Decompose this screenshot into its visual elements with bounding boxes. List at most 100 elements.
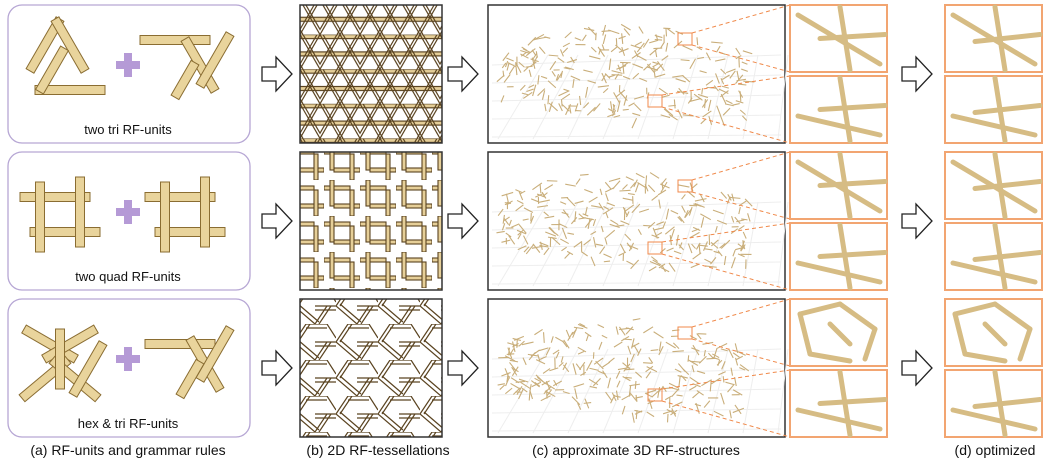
rf-stick: [715, 73, 720, 84]
rf-stick: [652, 227, 658, 239]
stick: [160, 181, 170, 253]
rf-stick: [564, 31, 572, 39]
rf-stick: [570, 56, 575, 64]
rf-stick: [513, 335, 525, 341]
rf-stick: [579, 173, 589, 176]
rf-stick: [664, 226, 675, 235]
rf-stick: [590, 230, 597, 236]
rf-stick: [592, 218, 597, 227]
rf-stick: [660, 41, 665, 49]
rf-stick: [682, 368, 690, 375]
rf-stick: [687, 355, 690, 362]
rf-stick: [499, 384, 506, 390]
rod: [837, 301, 878, 332]
rf-stick: [609, 223, 620, 229]
rf-stick: [537, 75, 540, 85]
rf-stick: [669, 235, 672, 246]
rf-stick: [696, 390, 704, 396]
rf-stick: [574, 200, 584, 204]
rf-stick: [700, 217, 705, 228]
rf-stick: [668, 113, 678, 121]
stick: [50, 16, 90, 74]
rf-stick: [506, 353, 515, 355]
rf-stick: [623, 28, 631, 36]
rf-stick: [637, 182, 647, 189]
rf-stick: [665, 341, 676, 349]
rf-stick: [697, 93, 709, 99]
rf-stick: [544, 215, 555, 219]
rf-stick: [735, 47, 741, 55]
rf-stick: [517, 229, 524, 236]
rf-stick: [627, 192, 635, 196]
rf-stick: [616, 100, 621, 112]
zoom-content: [795, 75, 888, 144]
rf-stick: [740, 244, 746, 252]
rf-stick: [741, 61, 748, 65]
rf-stick: [701, 99, 709, 108]
rf-stick: [694, 198, 707, 202]
rf-stick: [646, 66, 659, 71]
rf-stick: [728, 348, 734, 359]
rf-stick: [621, 33, 624, 44]
rf-stick: [658, 345, 664, 356]
rf-stick: [563, 339, 570, 349]
rf-stick: [585, 334, 589, 342]
rf-stick: [720, 78, 725, 85]
rf-stick: [693, 203, 702, 207]
rf-stick: [608, 177, 621, 183]
rf-stick: [622, 362, 631, 370]
rf-stick: [511, 223, 520, 228]
rf-stick: [602, 87, 609, 94]
rf-stick: [645, 175, 648, 187]
rf-stick: [613, 92, 620, 103]
rf-stick: [626, 260, 634, 266]
rf-stick: [571, 396, 581, 406]
rf-stick: [532, 84, 537, 97]
rf-stick: [502, 214, 505, 224]
rf-stick: [692, 226, 701, 232]
rf-stick: [632, 318, 641, 321]
rf-stick: [718, 371, 726, 376]
rf-stick: [528, 69, 532, 78]
rf-stick: [515, 63, 518, 76]
rf-stick: [564, 66, 574, 71]
rf-stick: [548, 102, 558, 112]
rf-stick: [609, 101, 613, 110]
zoom-line: [661, 75, 791, 96]
layout: [7, 4, 1043, 438]
rf-stick: [678, 184, 690, 188]
rf-stick: [516, 199, 524, 205]
zoom-line: [661, 253, 791, 291]
rf-stick: [535, 193, 544, 198]
rf-stick: [720, 392, 725, 405]
rf-stick: [662, 410, 673, 415]
rf-stick: [583, 102, 590, 109]
rf-stick: [716, 105, 722, 116]
rf-stick: [508, 219, 512, 227]
rf-stick: [556, 72, 563, 81]
rf-stick: [599, 246, 606, 255]
rf-stick: [577, 402, 582, 410]
rf-stick: [505, 376, 511, 387]
zoom-line: [691, 338, 791, 367]
rf-stick: [692, 383, 701, 388]
rf-stick: [589, 385, 598, 389]
rf-stick: [672, 350, 684, 353]
rf-stick: [623, 95, 628, 106]
rf-stick: [618, 326, 626, 336]
floor-grid: [497, 201, 549, 287]
rf-stick: [650, 349, 659, 352]
rf-stick: [611, 104, 616, 114]
rf-stick: [713, 85, 719, 92]
floor-grid: [707, 54, 729, 140]
rf-stick: [617, 64, 622, 72]
floor-grid: [491, 134, 782, 138]
arrow: [901, 55, 933, 93]
rf-stick: [698, 245, 701, 255]
rf-stick: [543, 247, 550, 256]
unit-label: two quad RF-units: [75, 269, 181, 284]
rf-stick: [573, 383, 585, 388]
rf-stick: [600, 225, 604, 233]
tessellation: [299, 4, 443, 144]
